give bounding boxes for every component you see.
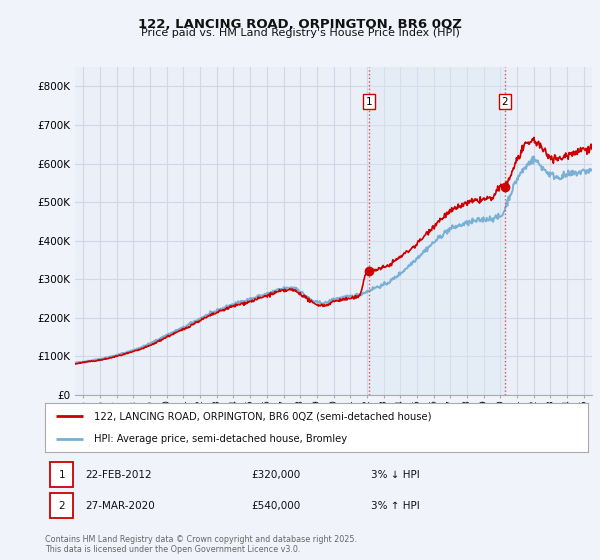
Text: 27-MAR-2020: 27-MAR-2020 <box>86 501 155 511</box>
Text: 2: 2 <box>59 501 65 511</box>
Text: Price paid vs. HM Land Registry's House Price Index (HPI): Price paid vs. HM Land Registry's House … <box>140 28 460 38</box>
Text: £540,000: £540,000 <box>251 501 301 511</box>
Text: 1: 1 <box>59 470 65 480</box>
Bar <box>50 493 73 518</box>
Text: Contains HM Land Registry data © Crown copyright and database right 2025.
This d: Contains HM Land Registry data © Crown c… <box>45 535 357 554</box>
Text: 22-FEB-2012: 22-FEB-2012 <box>86 470 152 480</box>
Bar <box>369 67 505 395</box>
Text: 1: 1 <box>365 97 372 107</box>
Text: 3% ↓ HPI: 3% ↓ HPI <box>371 470 419 480</box>
Text: 3% ↑ HPI: 3% ↑ HPI <box>371 501 419 511</box>
Text: 122, LANCING ROAD, ORPINGTON, BR6 0QZ (semi-detached house): 122, LANCING ROAD, ORPINGTON, BR6 0QZ (s… <box>94 412 431 422</box>
Bar <box>50 463 73 487</box>
Text: 2: 2 <box>501 97 508 107</box>
Text: 122, LANCING ROAD, ORPINGTON, BR6 0QZ: 122, LANCING ROAD, ORPINGTON, BR6 0QZ <box>138 18 462 31</box>
Text: £320,000: £320,000 <box>251 470 301 480</box>
Text: HPI: Average price, semi-detached house, Bromley: HPI: Average price, semi-detached house,… <box>94 434 347 444</box>
